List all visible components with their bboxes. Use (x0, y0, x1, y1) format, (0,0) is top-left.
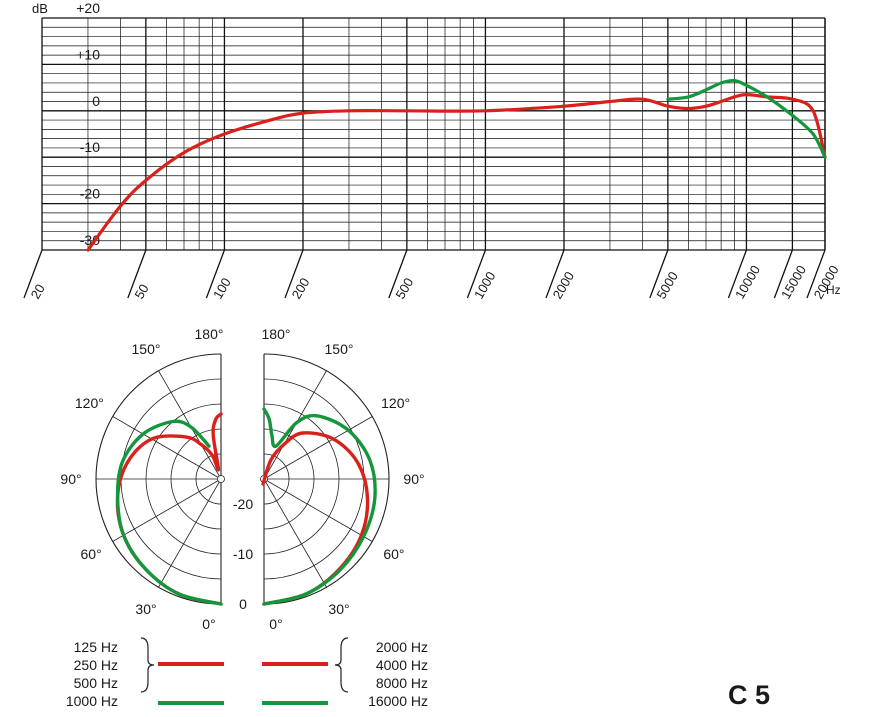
x-tick-mark (205, 249, 226, 299)
y-tick-label: 0 (92, 93, 100, 109)
legend-label-right: 4000 Hz (376, 657, 428, 673)
legend-brace-right (334, 637, 349, 693)
x-tick-mark (727, 249, 748, 299)
polar-grid (95, 353, 390, 605)
x-tick-mark (545, 249, 565, 299)
model-label: C 5 (728, 680, 770, 710)
x-tick-label: 50 (131, 281, 151, 301)
polar-center-left (217, 475, 225, 483)
x-tick-label: 2000 (550, 269, 577, 302)
frequency-grid (41, 17, 826, 251)
polar-angle-label-left: 150° (132, 341, 161, 357)
polar-spoke-left (158, 478, 222, 588)
x-tick-mark (466, 249, 487, 299)
polar-angle-label-right: 150° (325, 341, 354, 357)
x-tick-mark (388, 249, 408, 299)
polar-angle-label-left: 90° (60, 471, 81, 487)
polar-angle-label-right: 60° (383, 546, 404, 562)
polar-spoke-right (263, 416, 373, 480)
polar-curve-left-green (115, 419, 223, 606)
x-tick-mark (23, 249, 43, 299)
polar-angle-label-left: 60° (81, 546, 102, 562)
polar-ring-label: 0 (239, 596, 247, 612)
polar-angle-label-right: 0° (269, 616, 282, 632)
polar-ring-label: -10 (233, 546, 253, 562)
legend-brace-left (140, 637, 155, 693)
polar-spoke-right (263, 478, 327, 588)
polar-legend: 125 Hz 250 Hz 500 Hz 1000 Hz 2000 Hz 4000 Hz 8… (66, 637, 428, 709)
legend-label-left: 500 Hz (74, 675, 118, 691)
polar-ring-label: -20 (233, 496, 253, 512)
x-unit-label: Hz (826, 283, 841, 297)
polar-angle-label-right: 30° (328, 601, 349, 617)
polar-pattern-chart: 180° 180° 150° 150° 120° 120° 90° 90° 60° 60° 30° 3… (60, 326, 424, 632)
x-tick-mark (806, 249, 826, 299)
x-tick-label: 15000 (778, 263, 809, 302)
y-tick-label: +20 (76, 0, 100, 16)
polar-angle-labels: 180° 180° 150° 150° 120° 120° 90° 90° 60° 60° 30° 3… (60, 326, 424, 632)
polar-angle-label-left: 0° (202, 616, 215, 632)
polar-angle-label-left: 30° (135, 601, 156, 617)
polar-ring-labels: -20 -10 0 (233, 496, 253, 612)
polar-angle-label-right: 120° (381, 395, 410, 411)
frequency-curve-green (666, 78, 827, 159)
polar-angle-label-left: 120° (75, 395, 104, 411)
polar-spoke-right (263, 478, 373, 542)
legend-label-right: 16000 Hz (368, 693, 428, 709)
polar-curve-right-green (262, 407, 377, 606)
polar-angle-label-right: 180° (262, 326, 291, 342)
y-tick-label: -10 (80, 139, 100, 155)
frequency-curve-red (86, 93, 827, 252)
polar-spoke-left (112, 416, 222, 480)
x-tick-mark (284, 249, 304, 299)
x-tick-mark (773, 249, 793, 299)
polar-spoke-left (112, 478, 222, 542)
x-tick-label: 20 (28, 281, 48, 301)
x-tick-label: 10000 (732, 263, 763, 302)
legend-label-left: 250 Hz (74, 657, 118, 673)
x-tick-mark (127, 249, 147, 299)
frequency-curves (86, 78, 827, 252)
y-tick-label: -20 (80, 186, 100, 202)
x-tick-label: 1000 (471, 269, 498, 302)
legend-label-right: 2000 Hz (376, 639, 428, 655)
y-unit-label: dB (32, 1, 48, 16)
polar-angle-label-right: 90° (403, 471, 424, 487)
legend-label-right: 8000 Hz (376, 675, 428, 691)
y-tick-label: +10 (76, 46, 100, 62)
polar-curves (115, 407, 377, 606)
x-tick-mark (649, 249, 669, 299)
polar-angle-label-left: 180° (195, 326, 224, 342)
x-tick-label: 5000 (653, 269, 680, 302)
legend-label-left: 125 Hz (74, 639, 118, 655)
legend-label-left: 1000 Hz (66, 693, 118, 709)
y-tick-label: -30 (80, 232, 100, 248)
